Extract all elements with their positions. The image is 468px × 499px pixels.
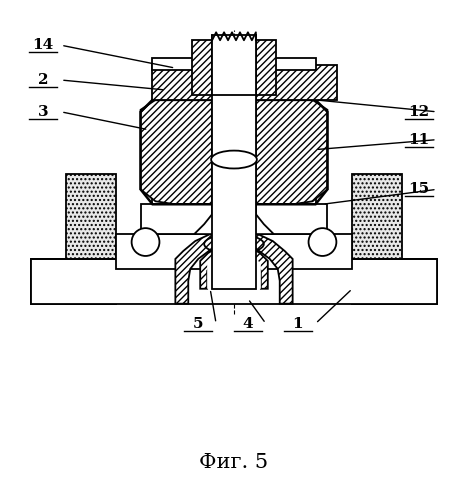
Bar xyxy=(256,40,276,95)
Polygon shape xyxy=(258,234,352,269)
Polygon shape xyxy=(234,242,268,289)
Bar xyxy=(256,65,337,100)
Polygon shape xyxy=(194,204,274,234)
Text: 5: 5 xyxy=(193,316,204,330)
Polygon shape xyxy=(234,230,292,304)
Polygon shape xyxy=(116,234,210,269)
Text: 14: 14 xyxy=(32,38,54,52)
Bar xyxy=(153,58,315,70)
Text: 3: 3 xyxy=(38,105,49,119)
Text: 4: 4 xyxy=(242,316,253,330)
Text: 2: 2 xyxy=(38,73,48,87)
Circle shape xyxy=(132,228,160,256)
Text: 1: 1 xyxy=(292,316,303,330)
Bar xyxy=(212,80,256,289)
Polygon shape xyxy=(140,95,212,204)
Text: 11: 11 xyxy=(408,133,430,147)
Polygon shape xyxy=(31,259,116,304)
Circle shape xyxy=(308,228,336,256)
Bar xyxy=(66,175,116,304)
Text: 15: 15 xyxy=(409,182,430,197)
Bar xyxy=(352,175,402,304)
Ellipse shape xyxy=(211,151,257,169)
Bar xyxy=(31,259,437,304)
Bar xyxy=(212,35,256,95)
Polygon shape xyxy=(176,230,234,304)
Polygon shape xyxy=(256,95,328,204)
Text: 12: 12 xyxy=(409,105,430,119)
Polygon shape xyxy=(140,204,212,234)
Text: Фиг. 5: Фиг. 5 xyxy=(199,453,269,472)
Polygon shape xyxy=(256,204,328,234)
Polygon shape xyxy=(200,242,234,289)
Bar xyxy=(153,65,234,100)
Polygon shape xyxy=(352,259,437,304)
Polygon shape xyxy=(207,247,261,289)
Bar xyxy=(192,40,212,95)
